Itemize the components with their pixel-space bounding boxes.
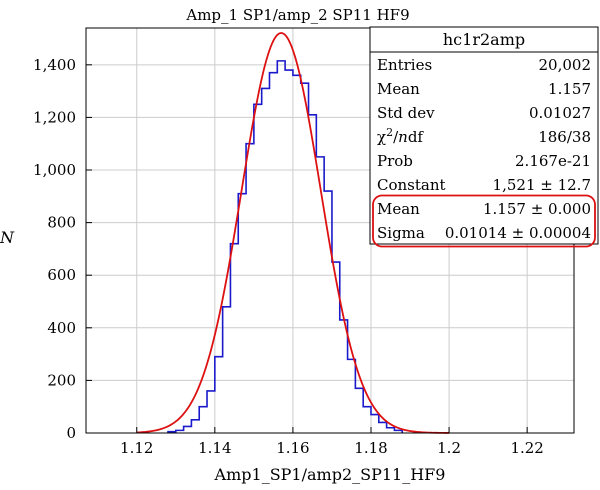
x-axis: 1.12 1.14 1.16 1.18 1.2 1.22 — [120, 427, 544, 457]
fit-curve-group — [136, 32, 450, 434]
histogram — [167, 60, 404, 433]
stats-box-name: hc1r2amp — [443, 30, 525, 49]
stats-label: Entries — [377, 56, 432, 74]
stats-box: hc1r2amp Entries 20,002 Mean 1.157 Std dev 0.0… — [369, 26, 599, 248]
y-axis: 0 200 400 600 800 1,000 1,200 1,400 — [33, 56, 92, 442]
y-tick-label: 1,200 — [33, 108, 76, 126]
stats-box-frame — [369, 26, 599, 245]
y-tick-label: 200 — [47, 371, 76, 389]
y-tick-label: 400 — [47, 319, 76, 337]
stats-value: 1.157 ± 0.000 — [483, 200, 591, 218]
fit-params-highlight — [372, 194, 596, 248]
stats-label: Mean — [377, 200, 420, 218]
stats-value: 1.157 — [548, 80, 591, 98]
stats-label: χ2/ndf — [377, 126, 424, 146]
stats-value: 0.01027 — [529, 104, 591, 122]
y-tick-label: 0 — [66, 424, 76, 442]
fit-curve — [136, 32, 450, 434]
stats-value: 186/38 — [538, 128, 591, 146]
y-tick-label: 1,400 — [33, 56, 76, 74]
stats-label: Constant — [377, 176, 446, 194]
y-axis-label: N — [0, 228, 15, 247]
stats-label: Prob — [377, 152, 413, 170]
stats-value: 1,521 ± 12.7 — [493, 176, 591, 194]
stats-value: 2.167e-21 — [515, 152, 591, 170]
chart-title: Amp_1 SP1/amp_2 SP11 HF9 — [185, 6, 409, 24]
stats-value: 20,002 — [539, 56, 592, 74]
stats-label: Sigma — [377, 224, 425, 242]
histogram-steps — [167, 60, 404, 433]
x-tick-label: 1.14 — [198, 439, 231, 457]
stats-value: 0.01014 ± 0.00004 — [445, 224, 591, 242]
x-axis-label: Amp1_SP1/amp2_SP11_HF9 — [214, 465, 446, 484]
x-tick-label: 1.16 — [276, 439, 309, 457]
stats-label: Std dev — [377, 104, 435, 122]
y-tick-label: 1,000 — [33, 161, 76, 179]
y-tick-label: 800 — [47, 214, 76, 232]
x-tick-label: 1.12 — [120, 439, 153, 457]
stats-label: Mean — [377, 80, 420, 98]
x-tick-label: 1.22 — [510, 439, 543, 457]
y-tick-label: 600 — [47, 266, 76, 284]
x-tick-label: 1.18 — [354, 439, 387, 457]
x-tick-label: 1.2 — [437, 439, 461, 457]
